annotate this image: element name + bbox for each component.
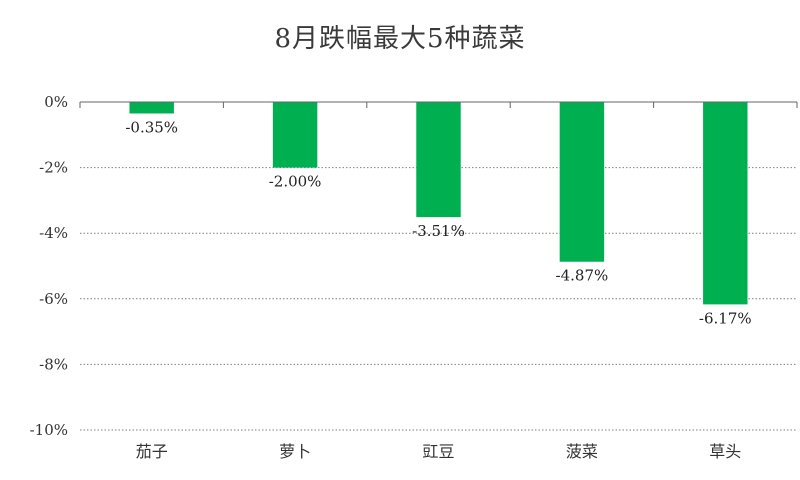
bar (559, 102, 605, 262)
x-category-label: 茄子 (136, 442, 168, 461)
bar (129, 102, 174, 114)
data-label: -3.51% (412, 222, 465, 240)
x-category-label: 豇豆 (422, 442, 454, 461)
bar (703, 102, 748, 305)
bars (129, 102, 748, 305)
x-axis (79, 101, 798, 108)
chart-title: 8月跌幅最大5种蔬菜 (274, 24, 526, 54)
data-label: -4.87% (556, 267, 609, 285)
y-tick-label: -10% (30, 421, 68, 439)
bar (272, 102, 318, 168)
y-tick-labels: 0% -2% -4% -6% -8% -10% (30, 93, 68, 439)
bar (416, 102, 461, 218)
y-tick-label: -6% (39, 290, 68, 308)
x-category-label: 草头 (709, 442, 741, 461)
data-labels: -0.35% -2.00% -3.51% -4.87% -6.17% (125, 118, 751, 327)
y-tick-label: 0% (44, 93, 68, 111)
x-category-labels: 茄子 萝卜 豇豆 菠菜 草头 (136, 442, 742, 461)
data-label: -0.35% (125, 118, 178, 136)
data-label: -6.17% (699, 309, 752, 327)
x-category-label: 菠菜 (566, 442, 598, 461)
y-tick-label: -8% (39, 355, 68, 373)
y-tick-label: -4% (39, 224, 68, 242)
y-tick-label: -2% (39, 159, 68, 177)
data-label: -2.00% (269, 173, 322, 191)
x-category-label: 萝卜 (279, 442, 311, 461)
